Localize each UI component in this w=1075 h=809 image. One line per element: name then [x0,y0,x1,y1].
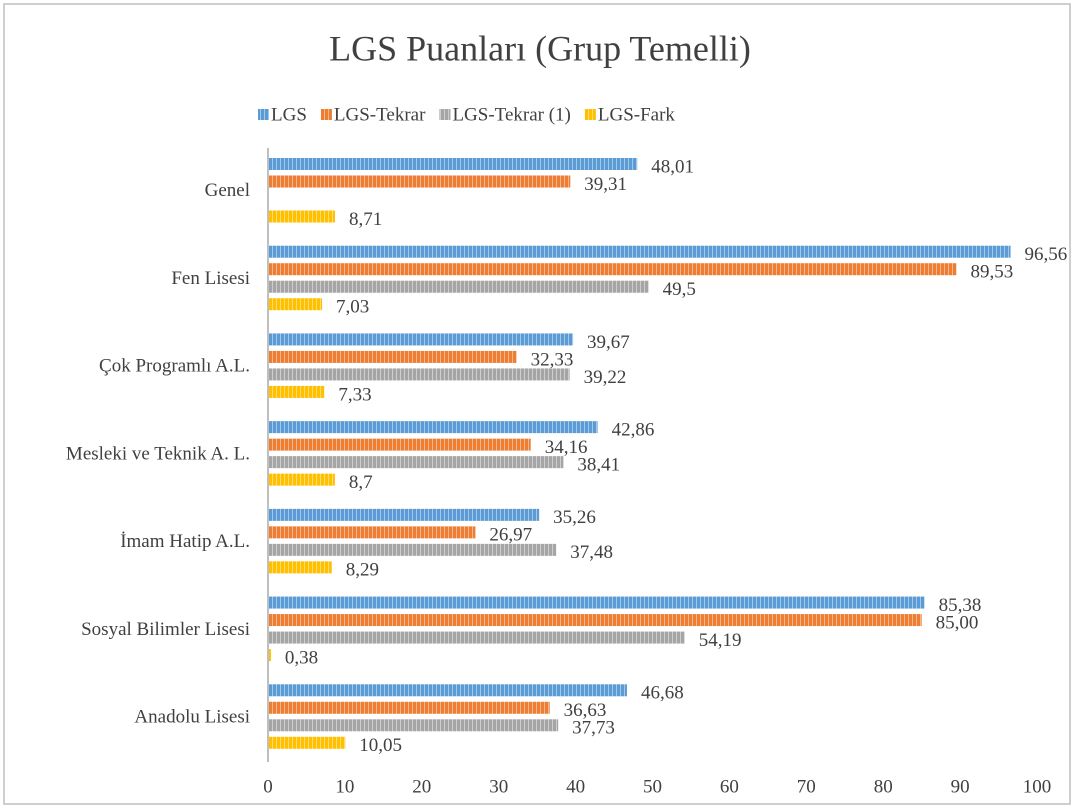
legend-label: LGS-Tekrar [334,104,426,125]
y-tick-label: Genel [205,180,250,201]
data-label: 48,01 [651,156,694,177]
bar [268,649,271,662]
x-tick-label: 90 [951,776,970,797]
bar [268,614,922,627]
x-tick-label: 100 [1023,776,1052,797]
bar [268,701,550,714]
y-tick-label: Mesleki ve Teknik A. L. [66,443,250,464]
bar [268,684,627,697]
bar [268,736,346,749]
data-label: 0,38 [285,647,318,668]
data-label: 85,38 [939,595,982,616]
data-label: 7,33 [338,384,371,405]
x-tick-label: 50 [643,776,662,797]
data-label: 49,5 [663,279,696,300]
data-label: 8,71 [349,209,382,230]
chart-frame [3,3,1071,805]
legend-swatch [584,109,596,120]
legend-swatch [439,109,451,120]
bar [268,596,925,609]
bar [268,543,557,556]
bar [268,298,323,311]
bar [268,368,570,381]
bar [268,631,685,644]
legend-label: LGS-Tekrar (1) [452,104,570,125]
bar [268,421,598,434]
bar [268,438,531,451]
data-label: 39,67 [587,332,630,353]
data-label: 32,33 [531,349,574,370]
x-tick-label: 60 [720,776,739,797]
data-label: 89,53 [970,262,1013,283]
x-tick-label: 10 [335,776,354,797]
data-label: 85,00 [936,612,979,633]
bar [268,175,571,188]
legend-label: LGS [271,104,307,125]
bar [268,719,559,732]
data-label: 38,41 [577,455,620,476]
data-label: 7,03 [336,297,369,318]
legend-swatch [258,109,269,120]
data-label: 8,7 [349,472,373,493]
data-label: 39,31 [584,174,627,195]
chart-title: LGS Puanları (Grup Temelli) [329,28,751,68]
data-label: 8,29 [346,560,379,581]
x-tick-label: 70 [797,776,816,797]
data-label: 10,05 [359,735,402,756]
data-label: 36,63 [564,700,607,721]
y-tick-label: Anadolu Lisesi [134,707,250,728]
data-label: 39,22 [584,367,627,388]
data-label: 35,26 [553,507,596,528]
bar [268,333,574,346]
bar [268,526,476,539]
x-tick-label: 80 [874,776,893,797]
bar [268,263,957,276]
y-tick-label: Fen Lisesi [171,268,250,289]
bar [268,245,1011,258]
bar [268,508,540,521]
x-tick-label: 40 [566,776,585,797]
legend-swatch [320,109,332,120]
data-label: 34,16 [545,437,588,458]
x-tick-label: 30 [489,776,508,797]
bar [268,473,335,486]
bar [268,561,332,574]
bar [268,158,638,170]
bar [268,456,564,469]
bar [268,350,517,363]
data-label: 26,97 [489,525,532,546]
bar [268,210,335,223]
y-tick-label: Sosyal Bilimler Lisesi [81,619,250,640]
data-label: 37,73 [572,718,615,739]
y-tick-label: İmam Hatip A.L. [120,531,250,552]
legend-label: LGS-Fark [598,104,676,125]
x-tick-label: 20 [412,776,431,797]
x-tick-label: 0 [263,776,273,797]
y-tick-label: Çok Programlı A.L. [99,356,250,377]
bar [268,385,325,398]
data-label: 54,19 [699,630,742,651]
data-label: 46,68 [641,683,684,704]
data-label: 42,86 [612,420,655,441]
bar [268,280,649,293]
data-label: 37,48 [570,542,613,563]
data-label: 96,56 [1025,244,1068,265]
